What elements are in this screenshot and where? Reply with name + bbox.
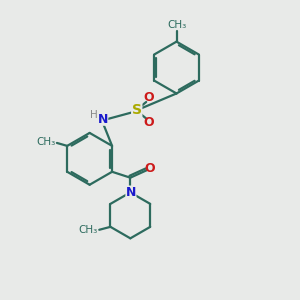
Text: N: N xyxy=(126,186,136,199)
Text: O: O xyxy=(144,91,154,104)
Text: CH₃: CH₃ xyxy=(79,225,98,236)
Text: H: H xyxy=(90,110,98,120)
Text: O: O xyxy=(145,162,155,175)
Text: S: S xyxy=(132,103,142,117)
Text: O: O xyxy=(144,116,154,129)
Text: N: N xyxy=(98,112,108,126)
Text: CH₃: CH₃ xyxy=(36,137,56,147)
Text: CH₃: CH₃ xyxy=(167,20,186,31)
